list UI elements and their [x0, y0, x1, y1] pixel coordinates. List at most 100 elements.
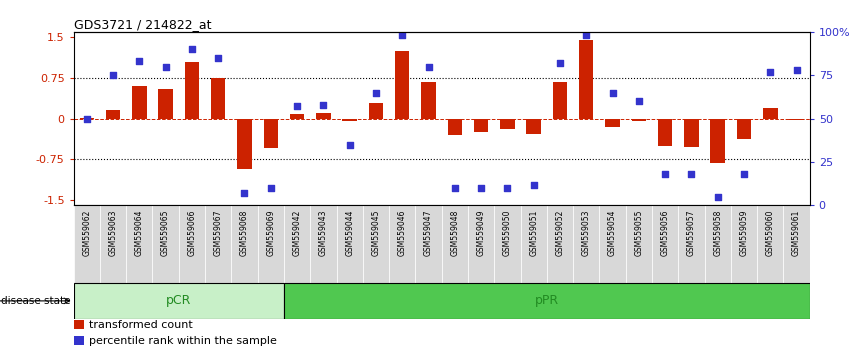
Bar: [631, 119, 646, 121]
Text: GSM559055: GSM559055: [634, 209, 643, 256]
Bar: [126, 205, 152, 283]
Bar: [237, 119, 252, 169]
Text: GSM559056: GSM559056: [661, 209, 669, 256]
Point: [632, 98, 646, 104]
Point: [684, 171, 698, 177]
Bar: [652, 205, 678, 283]
Bar: [605, 119, 620, 127]
Bar: [416, 205, 442, 283]
Bar: [363, 205, 389, 283]
Text: transformed count: transformed count: [88, 320, 192, 330]
Bar: [527, 119, 541, 134]
Text: GSM559068: GSM559068: [240, 209, 249, 256]
Bar: [100, 205, 126, 283]
Bar: [546, 205, 573, 283]
Bar: [553, 82, 567, 119]
Bar: [158, 89, 173, 119]
Bar: [310, 205, 337, 283]
Text: GSM559066: GSM559066: [187, 209, 197, 256]
Bar: [442, 205, 468, 283]
Point: [790, 67, 804, 73]
Text: GSM559050: GSM559050: [503, 209, 512, 256]
Point: [316, 102, 330, 108]
Bar: [599, 205, 625, 283]
Text: GSM559060: GSM559060: [766, 209, 775, 256]
Bar: [520, 205, 546, 283]
Text: GSM559064: GSM559064: [135, 209, 144, 256]
Bar: [211, 78, 225, 119]
Point: [475, 185, 488, 191]
Text: GSM559046: GSM559046: [397, 209, 407, 256]
Bar: [74, 336, 85, 345]
Point: [237, 190, 251, 196]
Point: [658, 171, 672, 177]
Point: [264, 185, 278, 191]
Bar: [74, 283, 284, 319]
Point: [605, 90, 619, 96]
Text: percentile rank within the sample: percentile rank within the sample: [88, 336, 276, 346]
Text: GSM559058: GSM559058: [714, 209, 722, 256]
Bar: [74, 205, 100, 283]
Bar: [284, 283, 810, 319]
Point: [158, 64, 172, 69]
Text: GSM559062: GSM559062: [82, 209, 91, 256]
Bar: [763, 108, 778, 119]
Text: GSM559057: GSM559057: [687, 209, 696, 256]
Text: GSM559048: GSM559048: [450, 209, 459, 256]
Bar: [678, 205, 705, 283]
Text: GSM559043: GSM559043: [319, 209, 328, 256]
Point: [132, 58, 146, 64]
Point: [343, 142, 357, 147]
Bar: [448, 119, 462, 135]
Point: [579, 33, 593, 38]
Text: pCR: pCR: [166, 295, 191, 307]
Point: [107, 73, 120, 78]
Bar: [579, 40, 593, 119]
Text: GSM559052: GSM559052: [555, 209, 565, 256]
Bar: [731, 205, 757, 283]
Point: [553, 60, 567, 66]
Bar: [658, 119, 672, 146]
Point: [290, 104, 304, 109]
Point: [763, 69, 777, 75]
Text: GSM559069: GSM559069: [266, 209, 275, 256]
Point: [711, 194, 725, 200]
Point: [395, 33, 409, 38]
Bar: [231, 205, 258, 283]
Text: GSM559053: GSM559053: [582, 209, 591, 256]
Bar: [290, 114, 304, 119]
Bar: [369, 103, 383, 119]
Bar: [74, 320, 85, 329]
Bar: [705, 205, 731, 283]
Text: GSM559045: GSM559045: [372, 209, 380, 256]
Bar: [501, 119, 514, 130]
Point: [80, 116, 94, 121]
Bar: [80, 118, 94, 119]
Point: [527, 182, 540, 187]
Point: [185, 46, 199, 52]
Text: GSM559051: GSM559051: [529, 209, 538, 256]
Text: GSM559049: GSM559049: [476, 209, 486, 256]
Point: [211, 55, 225, 61]
Point: [369, 90, 383, 96]
Bar: [625, 205, 652, 283]
Point: [501, 185, 514, 191]
Bar: [337, 205, 363, 283]
Point: [737, 171, 751, 177]
Text: GSM559067: GSM559067: [214, 209, 223, 256]
Text: GSM559065: GSM559065: [161, 209, 170, 256]
Bar: [258, 205, 284, 283]
Bar: [421, 82, 436, 119]
Text: GSM559063: GSM559063: [108, 209, 118, 256]
Bar: [106, 110, 120, 119]
Text: GSM559061: GSM559061: [792, 209, 801, 256]
Text: GDS3721 / 214822_at: GDS3721 / 214822_at: [74, 18, 211, 31]
Text: GSM559042: GSM559042: [293, 209, 301, 256]
Bar: [684, 119, 699, 147]
Bar: [152, 205, 178, 283]
Bar: [395, 51, 410, 119]
Bar: [284, 205, 310, 283]
Bar: [184, 62, 199, 119]
Bar: [710, 119, 725, 163]
Text: disease state: disease state: [1, 296, 70, 306]
